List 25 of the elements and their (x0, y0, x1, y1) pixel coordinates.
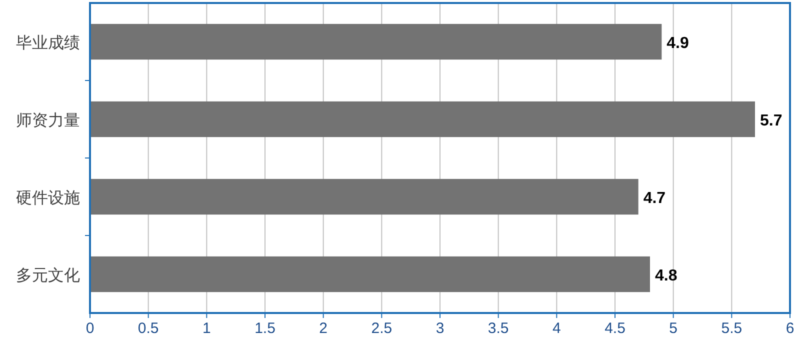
x-tick-label: 5 (669, 320, 678, 337)
x-tick-label: 4 (552, 320, 561, 337)
bar (90, 24, 662, 60)
x-tick-label: 2 (319, 320, 328, 337)
data-label: 4.7 (643, 190, 666, 207)
data-label: 5.7 (760, 112, 782, 130)
x-tick-label: 3.5 (488, 320, 509, 337)
x-tick-label: 2.5 (371, 320, 392, 337)
x-tick-label: 5.5 (721, 320, 742, 337)
x-tick-label: 0.5 (138, 320, 159, 337)
y-tick-label: 硬件设施 (16, 188, 80, 207)
y-tick-label: 师资力量 (16, 111, 80, 130)
data-label: 4.8 (655, 267, 678, 284)
x-tick-label: 1 (202, 320, 211, 337)
x-tick-label: 3 (436, 320, 444, 337)
x-tick-label: 6 (786, 320, 794, 337)
y-tick-label: 多元文化 (16, 266, 80, 284)
x-tick-label: 4.5 (604, 320, 626, 337)
bar (90, 256, 650, 292)
x-tick-label: 1.5 (254, 320, 276, 337)
y-tick-label: 毕业成绩 (16, 34, 80, 52)
bar (90, 178, 638, 215)
bar (90, 101, 755, 138)
data-label: 4.9 (666, 34, 690, 52)
x-tick-label: 0 (86, 320, 94, 337)
